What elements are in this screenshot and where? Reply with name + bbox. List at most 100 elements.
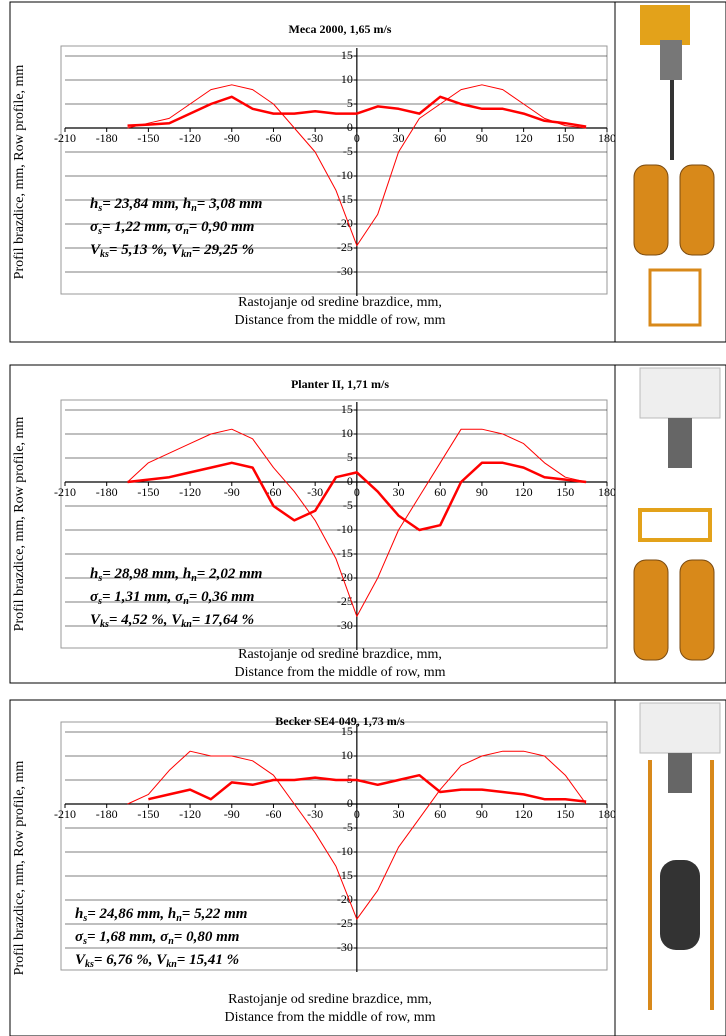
annotation: σs= 1,68 mm, σn= 0,80 mm: [75, 929, 239, 947]
y-tick-label: -5: [343, 144, 353, 158]
subscript: ks: [100, 249, 109, 260]
x-tick-label: 60: [434, 131, 446, 145]
subscript: kn: [166, 959, 177, 970]
x-tick-label: -150: [137, 485, 159, 499]
x-tick-label: 180: [598, 131, 616, 145]
y-tick-label: 15: [341, 724, 353, 738]
y-axis-label: Profil brazdice, mm, Row profile, mm: [12, 761, 27, 976]
x-axis-label: Rastojanje od sredine brazdice, mm,: [238, 647, 442, 662]
x-tick-label: -210: [54, 131, 76, 145]
y-tick-label: -10: [337, 168, 353, 182]
y-tick-label: -5: [343, 820, 353, 834]
y-tick-label: 10: [341, 426, 353, 440]
x-tick-label: -60: [265, 131, 281, 145]
y-tick-label: -20: [337, 570, 353, 584]
y-axis-label: Profil brazdice, mm, Row profile, mm: [12, 65, 27, 280]
panel-frame: [10, 700, 615, 1036]
x-tick-label: 120: [515, 131, 533, 145]
annotation: Vks= 5,13 %, Vkn= 29,25 %: [90, 242, 254, 260]
chart-title: Meca 2000, 1,65 m/s: [289, 22, 392, 36]
annotation: Vks= 6,76 %, Vkn= 15,41 %: [75, 952, 239, 970]
annotation-text: = 29,25 %: [192, 242, 254, 258]
x-tick-label: 0: [354, 131, 360, 145]
subscript: kn: [181, 619, 192, 630]
x-tick-label: -150: [137, 131, 159, 145]
y-tick-label: -25: [337, 240, 353, 254]
panel-frame: [10, 365, 615, 683]
x-axis-label: Rastojanje od sredine brazdice, mm,: [228, 992, 432, 1007]
y-tick-label: 0: [347, 796, 353, 810]
annotation-text: = 0,80 mm: [174, 929, 240, 945]
x-tick-label: 30: [393, 485, 405, 499]
y-tick-label: -15: [337, 546, 353, 560]
x-tick-label: -60: [265, 807, 281, 821]
x-tick-label: 150: [556, 131, 574, 145]
x-tick-label: 60: [434, 807, 446, 821]
x-tick-label: -210: [54, 807, 76, 821]
x-tick-label: 0: [354, 807, 360, 821]
x-tick-label: -180: [96, 485, 118, 499]
x-tick-label: -90: [224, 131, 240, 145]
chart-title: Planter II, 1,71 m/s: [291, 377, 389, 391]
machine-photos: [615, 2, 726, 1036]
y-tick-label: -25: [337, 916, 353, 930]
annotation-text: = 4,52 %, V: [109, 612, 183, 628]
y-tick-label: 10: [341, 748, 353, 762]
annotation-text: = 15,41 %: [177, 952, 239, 968]
x-tick-label: -90: [224, 807, 240, 821]
annotation-text: = 2,02 mm: [197, 566, 263, 582]
annotation-text: = 17,64 %: [192, 612, 254, 628]
x-axis-label: Distance from the middle of row, mm: [225, 1010, 436, 1025]
x-tick-label: 90: [476, 485, 488, 499]
annotation-text: = 1,31 mm, σ: [102, 589, 184, 605]
x-axis-label: Distance from the middle of row, mm: [235, 665, 446, 680]
x-tick-label: 120: [515, 485, 533, 499]
annotation-text: h: [90, 566, 98, 582]
annotation-text: = 6,76 %, V: [94, 952, 168, 968]
photo: [615, 700, 726, 1036]
annotation-text: h: [75, 906, 83, 922]
x-tick-label: -30: [307, 131, 323, 145]
annotation: hs= 24,86 mm, hn= 5,22 mm: [75, 906, 247, 924]
x-tick-label: -150: [137, 807, 159, 821]
x-tick-label: -120: [179, 131, 201, 145]
annotation-text: = 0,90 mm: [189, 219, 255, 235]
annotation-text: = 5,22 mm: [182, 906, 248, 922]
annotation-text: = 1,68 mm, σ: [87, 929, 169, 945]
x-tick-label: 180: [598, 807, 616, 821]
plot-frame: [61, 400, 607, 648]
x-tick-label: -90: [224, 485, 240, 499]
annotation: Vks= 4,52 %, Vkn= 17,64 %: [90, 612, 254, 630]
x-tick-label: 90: [476, 131, 488, 145]
x-tick-label: 120: [515, 807, 533, 821]
annotation: hs= 23,84 mm, hn= 3,08 mm: [90, 196, 262, 214]
page: Meca 2000, 1,65 m/s151050-5-10-15-20-25-…: [0, 0, 726, 1036]
y-tick-label: 5: [347, 450, 353, 464]
subscript: ks: [100, 619, 109, 630]
y-tick-label: 15: [341, 402, 353, 416]
y-tick-label: -25: [337, 594, 353, 608]
subscript: ks: [85, 959, 94, 970]
photo: [615, 365, 726, 683]
y-tick-label: 15: [341, 48, 353, 62]
y-tick-label: -10: [337, 522, 353, 536]
x-tick-label: 0: [354, 485, 360, 499]
annotation: hs= 28,98 mm, hn= 2,02 mm: [90, 566, 262, 584]
annotation-text: h: [90, 196, 98, 212]
y-tick-label: -10: [337, 844, 353, 858]
photo: [615, 2, 726, 342]
y-tick-label: -30: [337, 940, 353, 954]
x-tick-label: -180: [96, 131, 118, 145]
x-tick-label: -210: [54, 485, 76, 499]
x-tick-label: -120: [179, 807, 201, 821]
x-tick-label: -120: [179, 485, 201, 499]
annotation-text: = 5,13 %, V: [109, 242, 183, 258]
y-tick-label: 10: [341, 72, 353, 86]
y-tick-label: -30: [337, 264, 353, 278]
x-tick-label: 30: [393, 131, 405, 145]
annotation-text: = 1,22 mm, σ: [102, 219, 184, 235]
x-tick-label: 30: [393, 807, 405, 821]
x-tick-label: 150: [556, 485, 574, 499]
annotation-text: = 0,36 mm: [189, 589, 255, 605]
annotation-text: = 28,98 mm, h: [102, 566, 191, 582]
